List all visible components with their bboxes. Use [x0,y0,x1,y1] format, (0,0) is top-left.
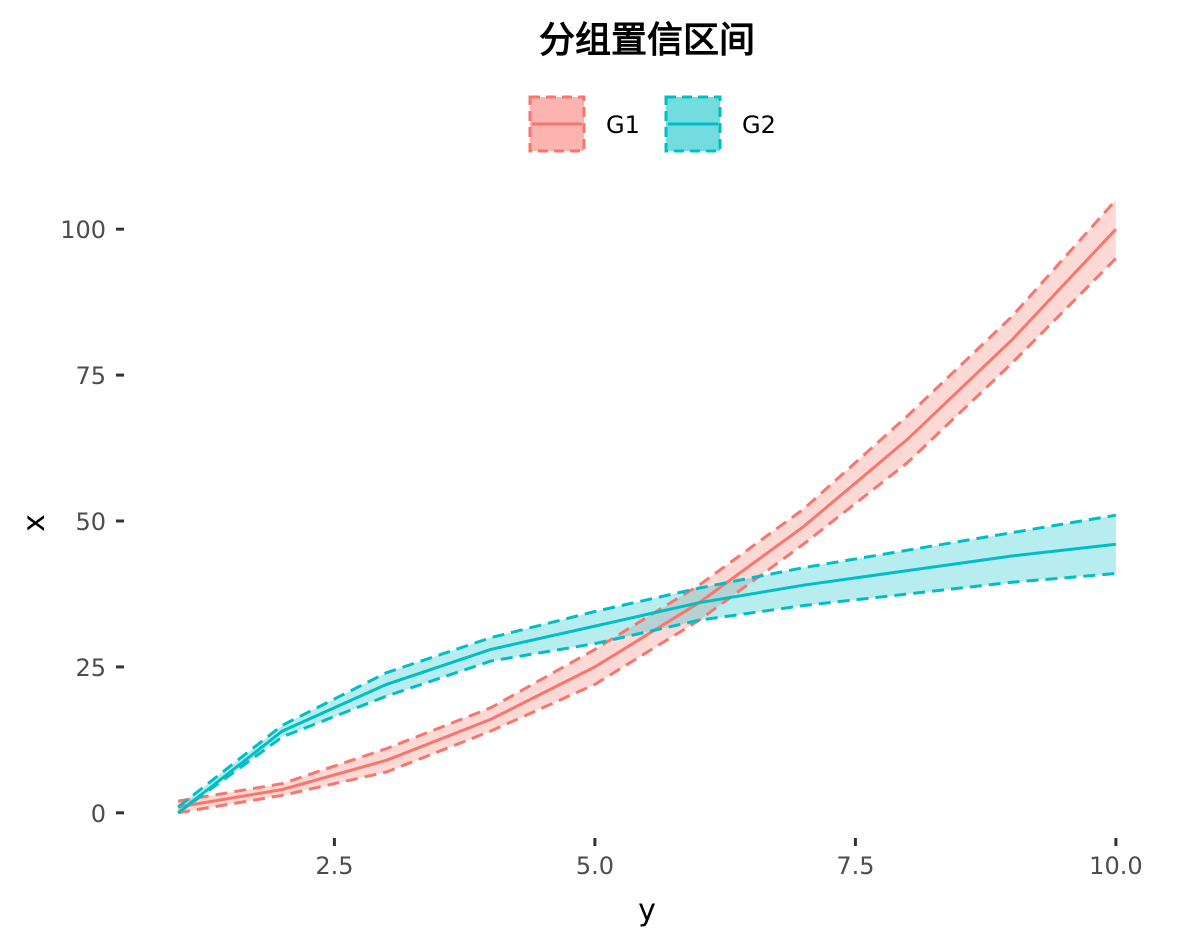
y-tick-label: 0 [91,800,106,828]
y-tick-label: 100 [60,216,106,244]
legend-item-g1: G1 [528,95,640,153]
upper-bound-g2 [177,513,1117,809]
x-tick-label: 7.5 [836,852,874,880]
chart-title: 分组置信区间 [539,20,755,61]
x-tick-label: 2.5 [315,852,353,880]
y-tick-label: 75 [75,362,106,390]
line-g1 [177,228,1117,809]
y-axis: 0 25 50 75 100 [60,216,124,828]
legend-label-g2: G2 [742,111,776,139]
lower-bound-g2 [177,572,1117,815]
y-tick-label: 25 [75,654,106,682]
line-g2 [177,542,1117,814]
band-g2 [178,515,1116,813]
x-axis-title: y [638,893,656,928]
series-lines [177,199,1118,815]
x-axis: 2.5 5.0 7.5 10.0 [315,838,1143,880]
y-axis-title: x [17,514,52,532]
legend-label-g1: G1 [606,111,640,139]
upper-bound-g1 [177,199,1118,803]
legend: G1 G2 [528,95,776,153]
legend-item-g2: G2 [664,95,776,153]
y-tick-label: 50 [75,508,106,536]
x-tick-label: 5.0 [576,852,614,880]
x-tick-label: 10.0 [1089,852,1142,880]
lower-bound-g1 [177,257,1117,815]
confidence-bands [178,200,1116,813]
